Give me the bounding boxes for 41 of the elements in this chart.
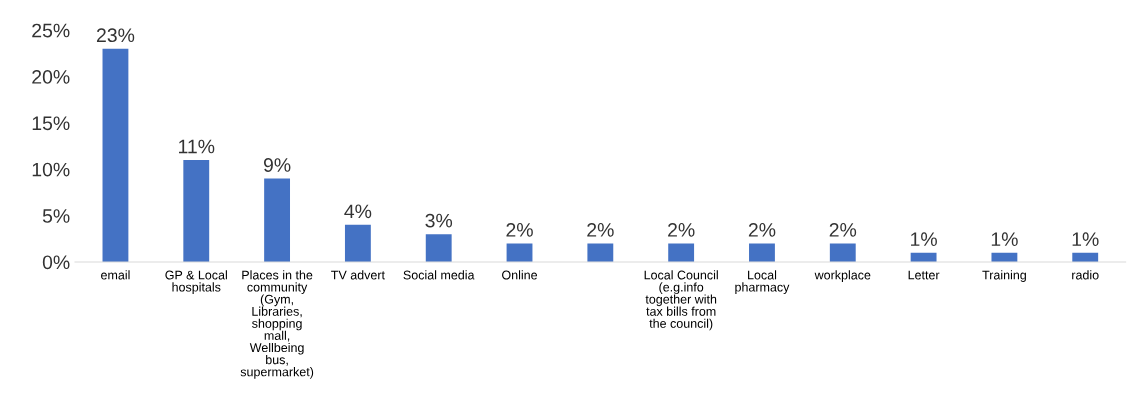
data-label: 2% xyxy=(748,223,776,237)
x-tick-label: radio xyxy=(1072,270,1099,280)
bar xyxy=(587,243,614,262)
y-tick-label: 20% xyxy=(32,70,70,84)
y-tick-label: 5% xyxy=(42,209,70,223)
data-label: 2% xyxy=(506,223,533,237)
y-tick-label: 10% xyxy=(32,162,70,177)
x-tick-label: workplace xyxy=(814,270,871,282)
data-label: 11% xyxy=(179,139,215,154)
bar xyxy=(749,243,775,262)
bar xyxy=(183,159,210,262)
x-tick-label: Local pharmacy xyxy=(735,270,790,295)
bar xyxy=(425,234,452,262)
data-label: 1% xyxy=(991,232,1018,246)
bar xyxy=(668,243,695,262)
x-tick-label: TV advert xyxy=(331,270,385,280)
data-label: 2% xyxy=(829,223,857,237)
y-tick-label: 25% xyxy=(32,23,70,38)
bar xyxy=(506,243,533,262)
data-label: 1% xyxy=(911,232,937,246)
x-tick-label: Online xyxy=(502,270,538,280)
bar xyxy=(102,48,129,262)
data-label: 2% xyxy=(587,223,614,237)
bar xyxy=(344,224,371,262)
data-label: 9% xyxy=(263,158,291,172)
data-label: 1% xyxy=(1072,232,1099,246)
bar xyxy=(829,243,856,262)
x-tick-label: Training xyxy=(982,270,1026,282)
x-tick-label: GP & Local hospitals xyxy=(165,270,227,295)
x-tick-label: Letter xyxy=(908,270,940,280)
y-tick-label: 0% xyxy=(42,255,70,270)
x-tick-label: Social media xyxy=(403,270,475,280)
y-tick-label: 15% xyxy=(32,116,70,131)
category-label: Places in the community (Gym, Libraries, shopping mall, Wellbeing bus, supermarket) xyxy=(240,270,314,379)
x-tick-label: email xyxy=(101,270,130,280)
bar xyxy=(264,178,291,262)
x-tick-label: Local Council (e.g.info together with tax bills from the council) xyxy=(644,270,718,331)
data-label: 23% xyxy=(96,28,135,43)
data-label: 3% xyxy=(425,213,453,228)
data-label: 2% xyxy=(668,223,695,237)
data-label: 4% xyxy=(344,204,372,219)
